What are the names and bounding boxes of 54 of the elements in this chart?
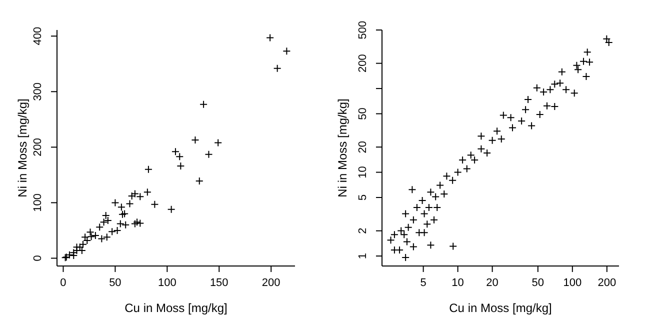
point	[273, 64, 282, 72]
point	[191, 136, 200, 144]
y-tick-label: 50	[357, 108, 369, 120]
y-tick-label: 500	[357, 20, 369, 40]
x-tick-label: 100	[563, 277, 582, 289]
point	[133, 218, 142, 226]
point	[70, 251, 78, 260]
x-axis-title: Cu in Moss [mg/kg]	[124, 301, 228, 315]
point	[108, 228, 116, 236]
y-tick-label: 300	[32, 82, 44, 101]
point	[120, 210, 129, 218]
point	[282, 47, 291, 56]
x-axis-title: Cu in Moss [mg/kg]	[449, 301, 552, 315]
y-tick-label: 1	[357, 252, 369, 260]
point	[144, 165, 152, 174]
point	[78, 240, 87, 248]
y-tick-label: 5	[357, 194, 369, 201]
point	[195, 177, 204, 186]
y-tick-label: 2	[357, 228, 369, 234]
point	[150, 200, 159, 208]
point	[176, 162, 185, 170]
point	[118, 210, 126, 218]
point	[167, 205, 176, 214]
point	[100, 218, 108, 226]
point	[204, 150, 213, 158]
y-tick-label: 200	[357, 54, 369, 73]
y-tick-label: 20	[357, 140, 369, 154]
x-tick-label: 0	[60, 277, 66, 289]
x-tick-label: 10	[452, 277, 464, 289]
y-axis-title: Ni in Moss [mg/kg]	[15, 98, 30, 198]
x-tick-label: 200	[598, 277, 616, 289]
point	[96, 223, 104, 232]
point	[143, 188, 152, 196]
point	[128, 192, 136, 200]
x-tick-label: 200	[262, 277, 280, 289]
point	[214, 138, 222, 147]
x-tick-label: 5	[420, 277, 426, 289]
point	[266, 34, 274, 42]
y-tick-label: 0	[32, 255, 44, 262]
x-tick-label: 100	[158, 277, 176, 289]
point	[200, 100, 208, 108]
x-tick-label: 50	[532, 277, 544, 289]
y-tick-label: 100	[32, 194, 44, 212]
y-axis-title: Ni in Moss [mg/kg]	[335, 98, 350, 198]
point	[130, 220, 139, 228]
y-tick-label: 200	[32, 138, 44, 156]
point	[126, 200, 134, 208]
y-tick-label: 10	[357, 166, 369, 178]
point	[102, 233, 111, 242]
x-tick-label: 20	[486, 277, 498, 289]
x-tick-label: 50	[109, 277, 122, 289]
y-tick-label: 400	[32, 26, 44, 46]
point	[113, 226, 122, 234]
x-tick-label: 150	[210, 277, 228, 289]
